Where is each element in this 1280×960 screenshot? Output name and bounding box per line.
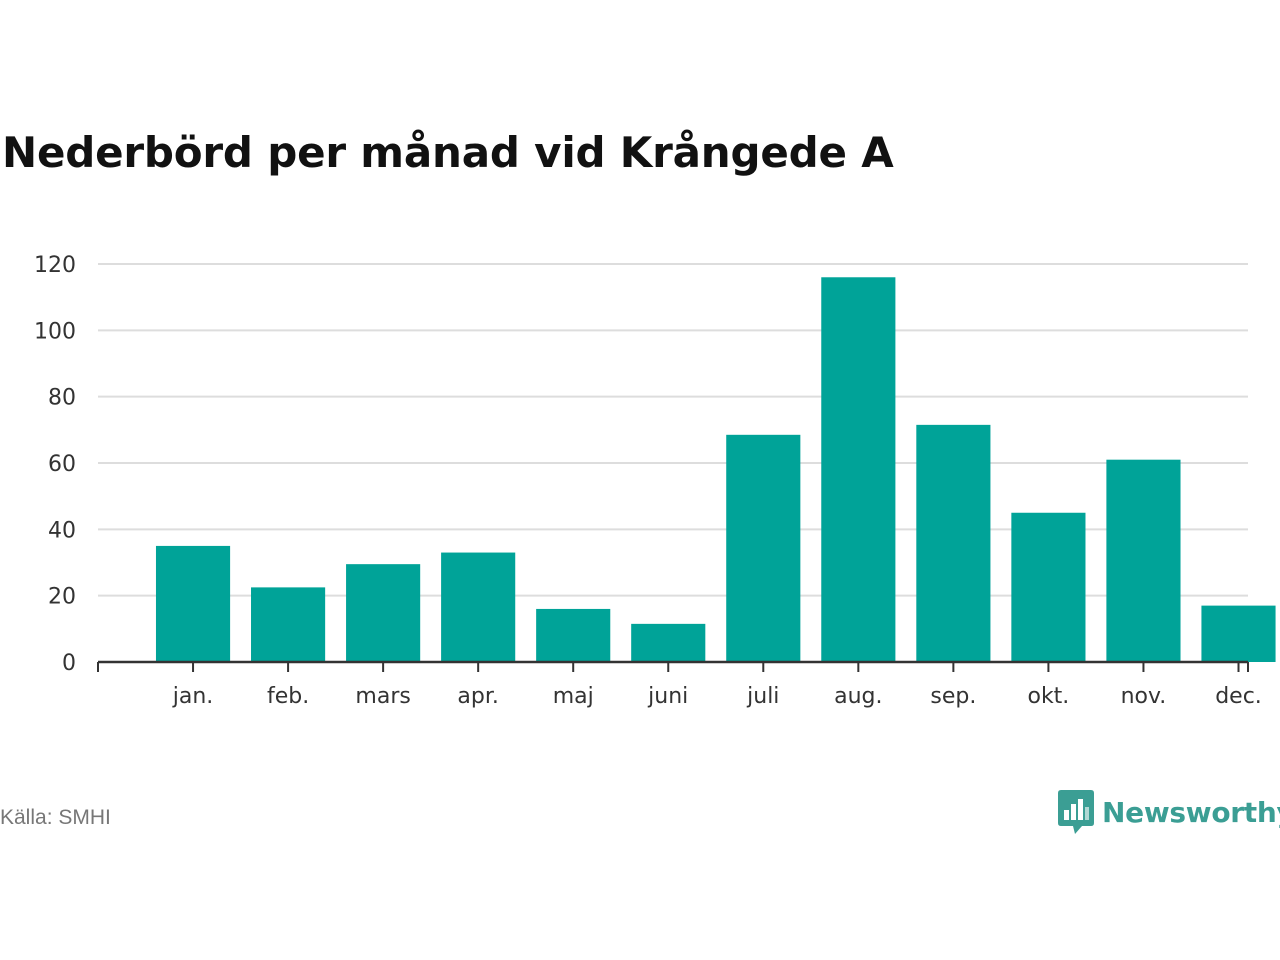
bar-chart-speech-bubble-icon xyxy=(1058,790,1094,834)
x-tick-label: aug. xyxy=(834,684,882,709)
x-axis xyxy=(97,660,1249,672)
x-tick-labels: jan. feb. mars apr. maj juni juli aug. sep. okt. n… xyxy=(172,684,1262,709)
y-tick-label: 20 xyxy=(48,585,76,610)
x-tick-label: maj xyxy=(553,684,594,709)
bar-aug xyxy=(821,277,896,662)
x-tick-label: nov. xyxy=(1121,684,1167,709)
x-tick-label: feb. xyxy=(267,684,309,709)
x-tick-label: dec. xyxy=(1215,684,1262,709)
y-tick-label: 80 xyxy=(48,386,76,411)
y-tick-label: 40 xyxy=(48,518,76,543)
x-tick-label: apr. xyxy=(457,684,498,709)
y-tick-label: 100 xyxy=(34,319,76,344)
x-tick-label: okt. xyxy=(1027,684,1069,709)
x-tick-label: jan. xyxy=(172,684,214,709)
y-tick-labels: 0 20 40 60 80 100 120 xyxy=(34,253,76,676)
x-tick-label: sep. xyxy=(930,684,976,709)
bar-mars xyxy=(346,564,421,662)
x-tick-label: mars xyxy=(355,684,410,709)
bar-feb xyxy=(251,587,326,662)
bar-nov xyxy=(1106,459,1181,662)
y-tick-label: 0 xyxy=(62,651,76,676)
bar-juli xyxy=(726,434,801,662)
bar-juni xyxy=(631,623,706,662)
x-tick-label: juni xyxy=(647,684,688,709)
newsworthy-logo: Newsworthy xyxy=(1058,790,1280,834)
y-tick-label: 120 xyxy=(34,253,76,278)
y-tick-label: 60 xyxy=(48,452,76,477)
bar-maj xyxy=(536,608,611,662)
bar-apr xyxy=(441,552,516,662)
bar-dec xyxy=(1201,605,1276,662)
chart-title: Nederbörd per månad vid Krångede A xyxy=(2,128,894,177)
bar-okt xyxy=(1011,512,1086,662)
bar-sep xyxy=(916,424,991,662)
logo-text: Newsworthy xyxy=(1102,795,1280,829)
bar-jan xyxy=(155,545,231,662)
source-note: Källa: SMHI xyxy=(0,806,111,829)
x-tick-label: juli xyxy=(746,684,779,709)
bars xyxy=(155,277,1276,662)
